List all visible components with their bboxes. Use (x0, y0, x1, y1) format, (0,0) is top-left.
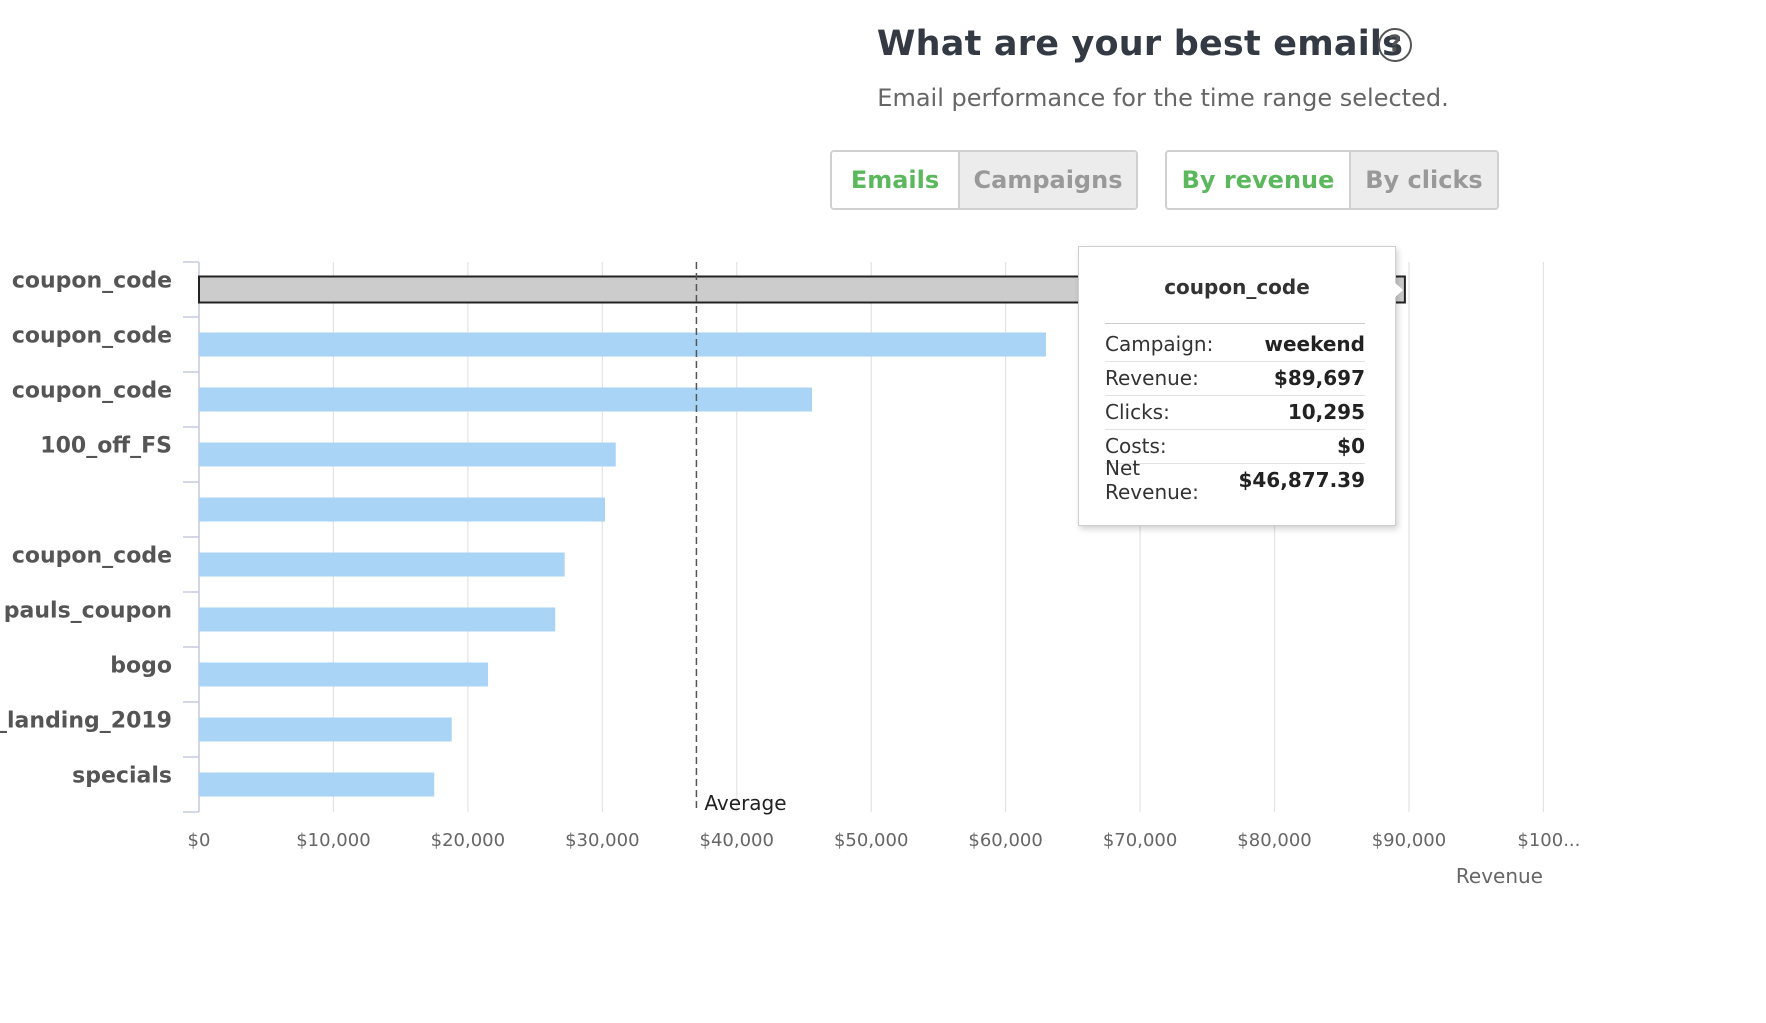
by-clicks-toggle-button[interactable]: By clicks (1349, 152, 1497, 208)
tooltip-label: Net Revenue: (1105, 456, 1199, 504)
category-label: 100_off_FS (40, 434, 172, 459)
tooltip-value: $46,877.39 (1238, 468, 1365, 492)
tooltip-label: Costs: (1105, 434, 1167, 458)
x-tick-label: $30,000 (565, 830, 639, 851)
tooltip-value: weekend (1264, 332, 1366, 356)
x-tick-label: $50,000 (834, 830, 908, 851)
bar (199, 497, 606, 522)
tooltip-title: coupon_code (1164, 275, 1310, 299)
chart-title-wrap: What are your best emails (0, 24, 1766, 64)
type-toggle-group: Emails Campaigns (830, 150, 1138, 210)
bar (199, 717, 452, 742)
category-label: coupon_code (12, 324, 172, 349)
tooltip-value: 10,295 (1287, 400, 1365, 424)
bar (199, 607, 556, 632)
category-label: coupon_code (12, 379, 172, 404)
x-tick-label: $60,000 (968, 830, 1042, 851)
tooltip-row-net-revenue: Net Revenue: $46,877.39 (1105, 456, 1365, 504)
x-tick-label: $70,000 (1103, 830, 1177, 851)
category-label: pauls_coupon (4, 599, 172, 624)
x-tick-label: $0 (188, 830, 211, 851)
chart-subtitle: Email performance for the time range sel… (877, 84, 1449, 112)
tooltip-row-campaign: Campaign: weekend (1105, 327, 1365, 362)
x-tick-label: $10,000 (296, 830, 370, 851)
x-axis-label: Revenue (1456, 864, 1543, 888)
category-label: specials (72, 764, 172, 789)
category-label: coupon_code (12, 269, 172, 294)
category-label: bogo (110, 654, 172, 679)
average-label: Average (704, 791, 786, 815)
tooltip-value: $89,697 (1273, 366, 1365, 390)
tooltip-label: Clicks: (1105, 400, 1170, 424)
bar (199, 552, 565, 577)
x-tick-label: $20,000 (431, 830, 505, 851)
bar (199, 662, 489, 687)
tooltip-row-clicks: Clicks: 10,295 (1105, 395, 1365, 430)
x-tick-label: $100... (1517, 830, 1580, 851)
tooltip-label: Campaign: (1105, 332, 1214, 356)
bar (199, 442, 616, 467)
x-tick-label: $90,000 (1372, 830, 1446, 851)
bar (199, 332, 1046, 357)
chart-title: What are your best emails (876, 24, 1404, 64)
bar-chart: coupon_code coupon_code coupon_code 100_off… (0, 261, 1580, 888)
bar (199, 772, 435, 797)
metric-toggle-group: By revenue By clicks (1165, 150, 1499, 210)
tooltip-pointer (1392, 280, 1403, 300)
chart-tooltip: coupon_code Campaign: weekend Revenue: $… (1078, 246, 1396, 526)
question-circle-icon[interactable]: ? (1378, 28, 1412, 62)
tooltip-row-costs: Costs: $0 (1105, 429, 1365, 464)
category-label: of_landing_2019 (0, 709, 172, 734)
campaigns-toggle-button[interactable]: Campaigns (958, 152, 1136, 208)
x-tick-label: $80,000 (1237, 830, 1311, 851)
emails-toggle-button[interactable]: Emails (832, 152, 958, 208)
tooltip-value: $0 (1337, 434, 1365, 458)
bar (199, 387, 813, 412)
by-revenue-toggle-button[interactable]: By revenue (1167, 152, 1349, 208)
tooltip-row-revenue: Revenue: $89,697 (1105, 361, 1365, 396)
x-tick-label: $40,000 (700, 830, 774, 851)
category-label: coupon_code (12, 544, 172, 569)
tooltip-label: Revenue: (1105, 366, 1199, 390)
tooltip-divider (1105, 323, 1365, 324)
